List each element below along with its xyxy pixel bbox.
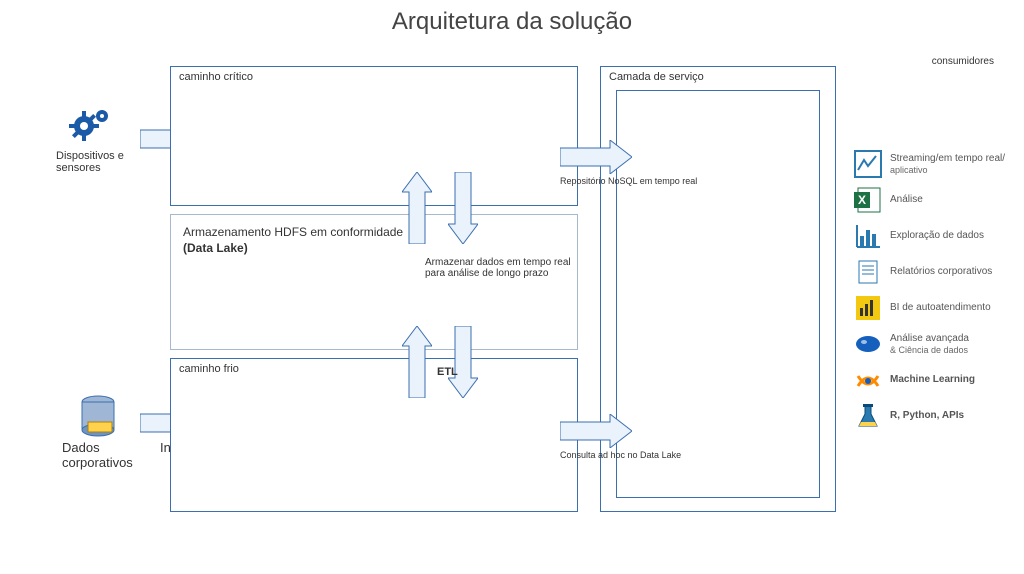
- consumer-label: BI de autoatendimento: [890, 302, 991, 314]
- svg-text:X: X: [858, 193, 866, 207]
- consumer-item: R, Python, APIs: [854, 402, 1014, 430]
- ml-icon: [854, 366, 882, 394]
- blob-icon: [854, 330, 882, 358]
- devices-label: Dispositivos e sensores: [56, 150, 136, 174]
- excel-icon: X: [854, 186, 882, 214]
- consumer-item: X Análise: [854, 186, 1014, 214]
- box-cold-path: caminho frio: [170, 358, 578, 512]
- arrow-to-service-nosql: [560, 140, 632, 174]
- consumer-label: R, Python, APIs: [890, 410, 964, 422]
- consumer-item: Streaming/em tempo real/aplicativo: [854, 150, 1014, 178]
- box-datalake: Armazenamento HDFS em conformidade (Data…: [170, 214, 578, 350]
- powerbi-icon: [854, 294, 882, 322]
- datalake-label-2: (Data Lake): [183, 241, 248, 255]
- critical-path-label: caminho crítico: [179, 71, 253, 83]
- consumers-header: consumidores: [932, 56, 994, 67]
- flask-icon: [854, 402, 882, 430]
- page-title: Arquitetura da solução: [0, 8, 1024, 36]
- consumer-item: Relatórios corporativos: [854, 258, 1014, 286]
- arrow-down-datalake: [448, 172, 478, 244]
- consumer-item: Análise avançada& Ciência de dados: [854, 330, 1014, 358]
- store-rt-label: Armazenar dados em tempo real para análi…: [425, 257, 575, 279]
- arrow-up-etl: [402, 326, 432, 398]
- consumer-item: BI de autoatendimento: [854, 294, 1014, 322]
- consumer-label: Relatórios corporativos: [890, 266, 992, 278]
- consumer-list: Streaming/em tempo real/aplicativo X Análi…: [854, 150, 1014, 438]
- report-icon: [854, 258, 882, 286]
- arrow-down-etl: [448, 326, 478, 398]
- consumer-item: Machine Learning: [854, 366, 1014, 394]
- consumer-label: Análise: [890, 194, 923, 206]
- consumer-label: Exploração de dados: [890, 230, 984, 242]
- datalake-label-1: Armazenamento HDFS em conformidade: [183, 225, 403, 239]
- corp-db-icon: [78, 394, 118, 441]
- adhoc-label: Consulta ad hoc no Data Lake: [560, 450, 681, 460]
- cold-path-label: caminho frio: [179, 363, 239, 375]
- chart-line-icon: [854, 150, 882, 178]
- box-service-inner: [616, 90, 820, 498]
- service-label: Camada de serviço: [609, 71, 704, 83]
- consumer-label: Análise avançada& Ciência de dados: [890, 333, 969, 356]
- arrow-up-critical: [402, 172, 432, 244]
- bar-chart-icon: [854, 222, 882, 250]
- nosql-label: Repositório NoSQL em tempo real: [560, 176, 697, 186]
- arrow-to-service-adhoc: [560, 414, 632, 448]
- consumer-label: Streaming/em tempo real/aplicativo: [890, 153, 1005, 176]
- corp-data-label: Dados corporativos: [62, 440, 162, 470]
- box-critical-path: caminho crítico: [170, 66, 578, 206]
- devices-icon: [66, 104, 116, 151]
- consumer-label: Machine Learning: [890, 374, 975, 386]
- consumer-item: Exploração de dados: [854, 222, 1014, 250]
- etl-label: ETL: [437, 366, 458, 378]
